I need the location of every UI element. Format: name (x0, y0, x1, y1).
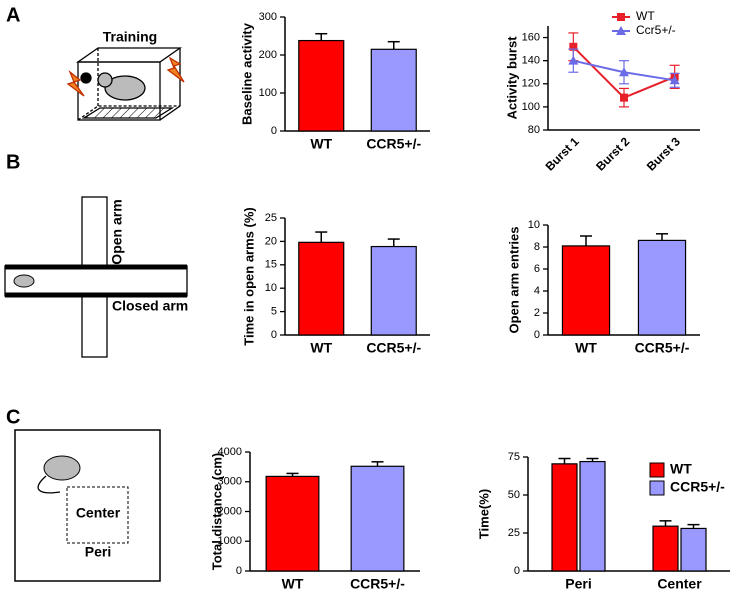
marker (619, 67, 629, 77)
y-tick-label: 140 (522, 55, 540, 67)
bar (350, 465, 405, 572)
y-axis-label: Time(%) (476, 489, 491, 539)
y-axis-label: Total distance (cm) (209, 453, 224, 571)
x-tick-label: Peri (565, 576, 591, 592)
y-tick-label: 15 (265, 259, 277, 271)
bar (265, 475, 320, 572)
bar (551, 463, 578, 572)
x-tick-label: Burst 2 (593, 134, 632, 173)
diagram-label: Training (103, 29, 157, 45)
y-tick-label: 50 (508, 489, 520, 501)
x-tick-label: WT (282, 576, 304, 592)
x-tick-label: Burst 3 (644, 134, 683, 173)
y-axis-label: Time in open arms (%) (241, 207, 256, 345)
x-tick-label: CCR5+/- (366, 340, 421, 356)
y-tick-label: 20 (265, 235, 277, 247)
marker (568, 55, 579, 65)
y-tick-label: 2000 (218, 505, 242, 517)
y-tick-label: 4 (534, 285, 540, 297)
plus-maze (4, 196, 188, 358)
y-tick-label: 6 (534, 263, 540, 275)
panel-label: C (6, 406, 20, 428)
y-tick-label: 100 (522, 101, 540, 113)
marker (616, 26, 626, 35)
y-axis-label: Baseline activity (239, 22, 254, 125)
y-tick-label: 1000 (218, 535, 242, 547)
x-tick-label: WT (310, 136, 332, 152)
x-tick-label: Center (657, 576, 702, 592)
x-tick-label: Burst 1 (543, 134, 582, 173)
bar (637, 239, 687, 336)
legend-label: CCR5+/- (670, 479, 725, 495)
x-tick-label: CCR5+/- (366, 136, 421, 152)
open-field (14, 429, 161, 582)
x-tick-label: CCR5+/- (350, 576, 405, 592)
y-tick-label: 120 (522, 78, 540, 90)
panel-label: A (6, 4, 20, 26)
y-axis-label: Activity burst (504, 36, 519, 120)
y-tick-label: 3000 (218, 476, 242, 488)
y-tick-label: 8 (534, 241, 540, 253)
y-tick-label: 10 (528, 219, 540, 231)
y-tick-label: 0 (514, 565, 520, 577)
legend-swatch (649, 480, 665, 496)
y-tick-label: 25 (508, 527, 520, 539)
y-tick-label: 0 (236, 565, 242, 577)
diagram-label: Center (76, 505, 121, 521)
diagram-label: Open arm (109, 199, 125, 264)
y-tick-label: 160 (522, 31, 540, 43)
panel-label: B (6, 151, 20, 173)
training-cage (66, 47, 185, 121)
bar (652, 525, 679, 572)
x-tick-label: WT (575, 340, 597, 356)
bar (298, 241, 345, 336)
y-tick-label: 0 (271, 125, 277, 137)
diagram-label: Peri (85, 544, 111, 560)
y-tick-label: 300 (259, 11, 277, 23)
y-tick-label: 2 (534, 307, 540, 319)
y-axis-label: Open arm entries (506, 227, 521, 334)
marker (620, 93, 628, 102)
legend-label: WT (670, 461, 692, 477)
legend-swatch (649, 462, 665, 478)
legend-label: WT (636, 9, 655, 23)
y-tick-label: 10 (265, 282, 277, 294)
bar (370, 245, 417, 336)
y-tick-label: 0 (534, 329, 540, 341)
marker (669, 75, 680, 85)
y-tick-label: 100 (259, 87, 277, 99)
x-tick-label: CCR5+/- (635, 340, 690, 356)
marker (569, 42, 578, 51)
y-tick-label: 200 (259, 49, 277, 61)
legend-label: Ccr5+/- (636, 23, 676, 37)
bar (561, 245, 611, 336)
y-tick-label: 25 (265, 212, 277, 224)
y-tick-label: 4000 (218, 446, 242, 458)
bar (370, 48, 417, 132)
x-tick-label: WT (310, 340, 332, 356)
y-tick-label: 0 (271, 329, 277, 341)
bar (680, 527, 707, 572)
y-tick-label: 5 (271, 306, 277, 318)
diagram-label: Closed arm (112, 298, 188, 314)
bar (298, 39, 345, 132)
y-tick-label: 80 (528, 124, 540, 136)
y-tick-label: 75 (508, 451, 520, 463)
bar (579, 460, 606, 572)
marker (617, 13, 625, 21)
